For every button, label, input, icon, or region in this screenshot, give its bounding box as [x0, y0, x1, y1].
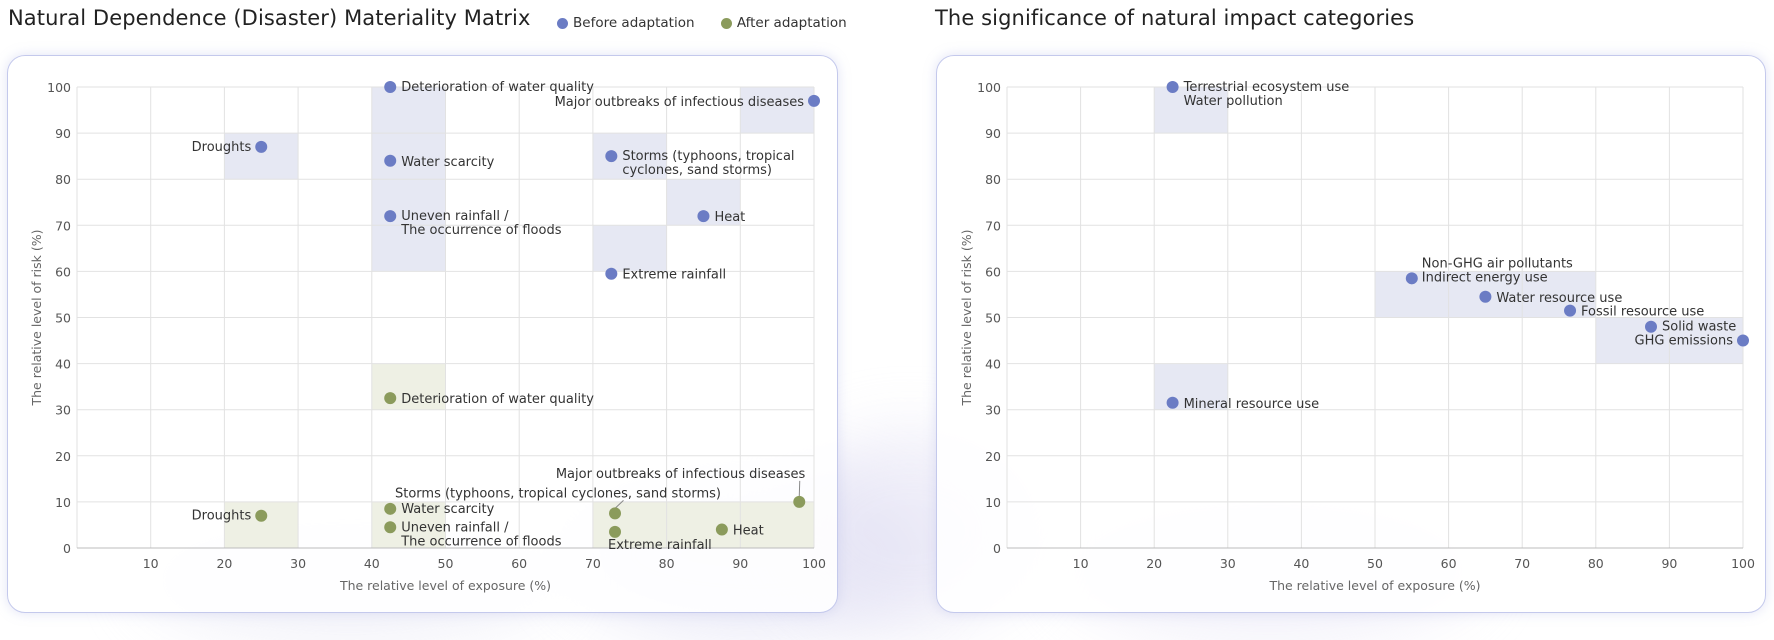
y-tick-label: 30	[985, 403, 1001, 418]
x-tick-label: 10	[1073, 556, 1089, 571]
y-tick-label: 60	[985, 264, 1001, 279]
data-point-label: Fossil resource use	[1581, 305, 1704, 320]
data-point	[1564, 305, 1576, 317]
y-tick-label: 80	[985, 172, 1001, 187]
right-scatter-chart: 10 20 30 40 50 60 70 80 90 100 0 10 20 30 40 50 60 70 80 90…	[0, 0, 1774, 614]
x-tick-label: 90	[1661, 556, 1677, 571]
y-tick-label: 40	[985, 357, 1001, 372]
x-tick-label: 80	[1588, 556, 1604, 571]
y-tick-label: 70	[985, 218, 1001, 233]
y-tick-label: 50	[985, 311, 1001, 326]
data-point-label: GHG emissions	[1635, 334, 1734, 349]
y-tick-label: 0	[993, 541, 1001, 556]
y-tick-label: 20	[985, 449, 1001, 464]
data-point	[1737, 335, 1749, 347]
data-point	[1167, 81, 1179, 93]
y-axis-label: The relative level of risk (%)	[959, 229, 974, 406]
data-point-label: Solid waste	[1662, 320, 1736, 335]
data-point-label: Water resource use	[1496, 291, 1622, 306]
y-tick-label: 90	[985, 126, 1001, 141]
data-point-label: Mineral resource use	[1184, 397, 1320, 412]
x-tick-label: 50	[1367, 556, 1383, 571]
x-tick-label: 20	[1146, 556, 1162, 571]
x-tick-label: 60	[1441, 556, 1457, 571]
data-point	[1406, 272, 1418, 284]
data-point	[1479, 291, 1491, 303]
y-tick-label: 100	[977, 80, 1001, 95]
y-tick-label: 10	[985, 495, 1001, 510]
x-axis-label: The relative level of exposure (%)	[1268, 578, 1480, 593]
x-tick-label: 40	[1293, 556, 1309, 571]
x-tick-label: 30	[1220, 556, 1236, 571]
x-tick-label: 70	[1514, 556, 1530, 571]
data-point	[1167, 397, 1179, 409]
x-tick-label: 100	[1731, 556, 1755, 571]
data-point	[1645, 321, 1657, 333]
